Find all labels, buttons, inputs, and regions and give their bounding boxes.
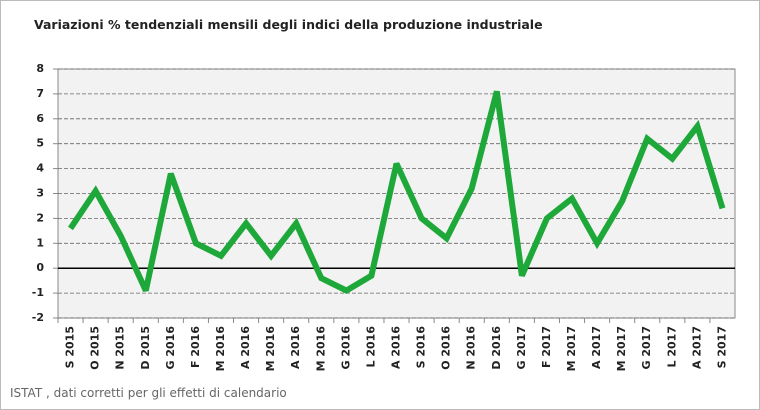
y-tick-label: 8 — [36, 62, 44, 75]
x-tick-label: S 2017 — [715, 326, 728, 368]
x-tick-label: A 2017 — [690, 326, 703, 369]
x-tick-label: M 2017 — [615, 326, 628, 371]
source-note: ISTAT , dati corretti per gli effetti di… — [10, 386, 287, 400]
x-tick-label: M 2016 — [264, 326, 277, 372]
x-tick-label: S 2015 — [64, 326, 77, 368]
y-tick-label: 7 — [36, 87, 44, 100]
x-tick-label: F 2016 — [189, 326, 202, 368]
y-tick-label: 1 — [36, 236, 44, 249]
data-line — [68, 90, 726, 295]
x-tick-label: M 2016 — [314, 326, 327, 372]
x-tick-label: L 2017 — [665, 326, 678, 367]
x-tick-label: A 2017 — [590, 326, 603, 369]
x-tick-label: M 2017 — [565, 326, 578, 371]
y-tick-label: -2 — [32, 311, 44, 324]
x-tick-label: L 2016 — [364, 326, 377, 368]
y-tick-label: 0 — [36, 261, 44, 274]
y-tick-label: 2 — [36, 211, 44, 224]
x-tick-label: M 2016 — [214, 326, 227, 372]
x-tick-label: G 2016 — [164, 326, 177, 370]
chart-title: Variazioni % tendenziali mensili degli i… — [34, 17, 543, 32]
x-tick-label: S 2016 — [415, 326, 428, 369]
x-tick-label: D 2016 — [490, 326, 503, 370]
x-tick-label: A 2016 — [239, 326, 252, 369]
x-tick-label: G 2017 — [515, 326, 528, 369]
x-tick-label: O 2016 — [440, 326, 453, 370]
x-tick-label: A 2016 — [289, 326, 302, 369]
x-tick-label: G 2016 — [339, 326, 352, 370]
x-tick-label: N 2016 — [465, 326, 478, 370]
x-tick-label: D 2015 — [139, 326, 152, 370]
x-tick-label: O 2015 — [89, 326, 102, 370]
y-tick-label: 6 — [36, 112, 44, 125]
y-tick-label: 3 — [36, 187, 44, 200]
y-tick-label: 4 — [36, 162, 44, 175]
x-tick-label: F 2017 — [540, 326, 553, 368]
x-tick-label: N 2015 — [114, 326, 127, 370]
x-tick-label: A 2016 — [390, 326, 403, 369]
x-tick-label: G 2017 — [640, 326, 653, 369]
y-tick-label: 5 — [36, 137, 44, 150]
y-tick-label: -1 — [32, 286, 44, 299]
